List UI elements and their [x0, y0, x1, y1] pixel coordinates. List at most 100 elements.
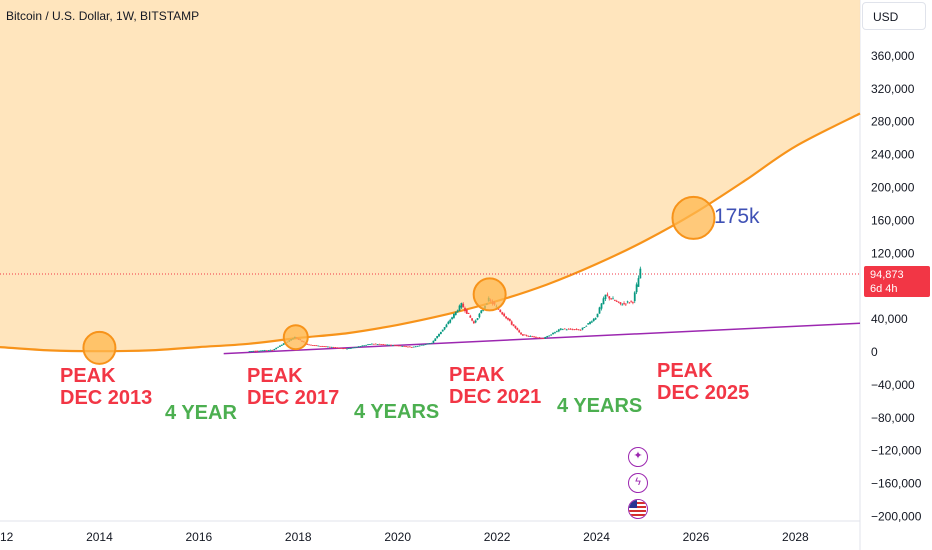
peak-2025-label: PEAK DEC 2025	[657, 360, 750, 404]
candle-body	[619, 302, 622, 304]
candle-body	[610, 298, 613, 300]
candle-body	[458, 305, 461, 311]
candle-body	[635, 284, 638, 293]
candle-body	[277, 346, 279, 348]
y-tick-label: 320,000	[871, 82, 915, 96]
candle-body	[467, 312, 470, 314]
x-tick-label: 2026	[683, 530, 710, 544]
candle-body	[327, 346, 329, 348]
candle-body	[600, 303, 603, 309]
candle-body	[456, 310, 459, 313]
candle-body	[613, 300, 616, 301]
candle-body	[269, 349, 272, 351]
candle-body	[271, 349, 274, 351]
candle-body	[602, 298, 605, 305]
cycle-2-label: 4 YEARS	[354, 401, 440, 423]
peak-2021-label: PEAK DEC 2021	[449, 364, 542, 408]
candle-body	[608, 296, 611, 299]
candle-body	[367, 344, 369, 346]
candle-body	[372, 343, 375, 345]
y-tick-label: −40,000	[871, 378, 915, 392]
candle-body	[357, 346, 360, 348]
candle-body	[256, 350, 259, 352]
candle-body	[561, 329, 564, 331]
candle-body	[520, 332, 522, 335]
candle-body	[395, 345, 398, 347]
us-flag-icon[interactable]	[628, 499, 648, 519]
candle-body	[518, 330, 521, 333]
candle-body	[512, 324, 515, 327]
candle-body	[388, 344, 390, 346]
candle-body	[422, 344, 425, 346]
candle-body	[353, 347, 356, 349]
candle-body	[550, 334, 553, 336]
last-price-badge: 94,873 6d 4h	[864, 266, 930, 297]
candle-body	[503, 313, 506, 317]
peak-highlight-circle-2	[282, 324, 309, 351]
x-tick-label: 2018	[285, 530, 312, 544]
sparkle-icon[interactable]: ✦	[628, 447, 648, 467]
candle-body	[451, 317, 453, 320]
candle-body	[273, 349, 276, 351]
y-tick-label: −160,000	[871, 477, 922, 491]
candle-body	[407, 346, 409, 348]
candle-body	[592, 318, 595, 322]
candle-body	[626, 301, 629, 303]
candle-body	[510, 321, 513, 325]
candle-body	[563, 328, 566, 330]
candle-body	[426, 343, 429, 345]
y-tick-label: 360,000	[871, 49, 915, 63]
candle-body	[418, 345, 421, 347]
candle-body	[323, 346, 325, 348]
candle-body	[594, 317, 597, 320]
candle-body	[340, 347, 343, 349]
shaded-region-above-curve	[0, 0, 860, 352]
candle-body	[639, 268, 642, 279]
candle-body	[410, 347, 413, 348]
x-tick-label: 2014	[86, 530, 113, 544]
candle-body	[583, 327, 586, 328]
y-tick-label: −120,000	[871, 444, 922, 458]
candle-body	[571, 329, 574, 331]
candle-body	[535, 336, 537, 338]
candle-body	[544, 337, 547, 339]
candle-body	[472, 321, 475, 324]
y-tick-label: 240,000	[871, 148, 915, 162]
candle-body	[554, 332, 556, 334]
candle-body	[585, 325, 588, 327]
currency-button[interactable]: USD	[862, 2, 926, 30]
lightning-icon[interactable]: ϟ	[628, 473, 648, 493]
candle-body	[460, 303, 463, 308]
candle-body	[630, 300, 633, 302]
candle-body	[434, 338, 437, 341]
candle-body	[598, 307, 601, 314]
candle-body	[587, 323, 590, 325]
candle-body	[462, 303, 465, 308]
candle-body	[556, 330, 558, 332]
candle-body	[403, 345, 406, 347]
x-tick-label: 2024	[583, 530, 610, 544]
candle-body	[480, 310, 483, 314]
candle-body	[252, 350, 255, 352]
bar-countdown: 6d 4h	[870, 283, 898, 295]
candle-body	[508, 318, 511, 321]
candle-body	[516, 327, 519, 330]
candle-body	[414, 346, 417, 348]
target-175k-label: 175k	[714, 205, 760, 228]
candle-body	[579, 329, 582, 331]
candle-body	[399, 345, 402, 347]
candle-body	[412, 346, 415, 348]
candle-body	[405, 346, 407, 348]
candle-body	[478, 313, 481, 318]
y-tick-label: −200,000	[871, 510, 922, 524]
candle-body	[408, 346, 411, 348]
candle-body	[624, 303, 627, 305]
x-tick-label: 2028	[782, 530, 809, 544]
candle-body	[438, 333, 440, 337]
candle-body	[565, 329, 568, 331]
candle-body	[443, 327, 446, 330]
symbol-title[interactable]: Bitcoin / U.S. Dollar, 1W, BITSTAMP	[6, 9, 200, 23]
peak-highlight-circle-1	[82, 330, 117, 365]
candle-body	[501, 312, 504, 315]
